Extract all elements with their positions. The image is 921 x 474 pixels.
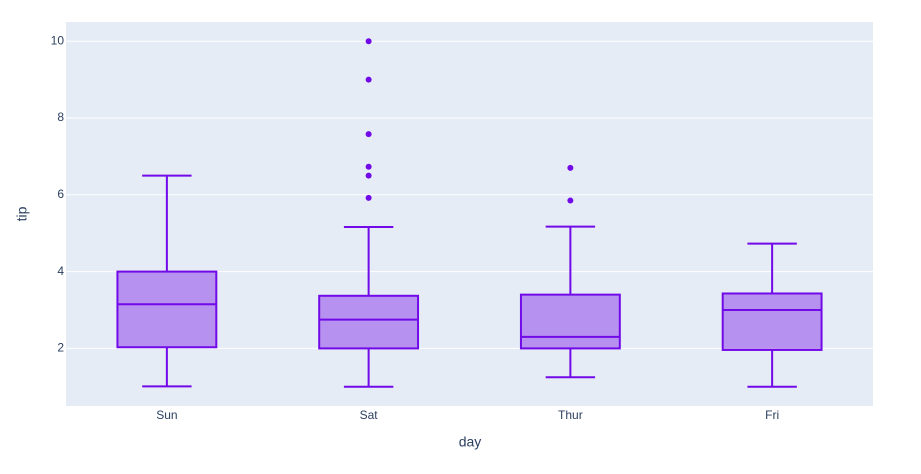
box: [116, 270, 218, 349]
x-tick-label: Fri: [765, 408, 779, 422]
y-tick-label: 10: [51, 33, 65, 47]
y-tick-label: 6: [57, 187, 64, 201]
box: [318, 294, 420, 350]
outlier: [365, 163, 372, 170]
box: [721, 292, 823, 351]
outlier: [567, 197, 574, 204]
y-tick-label: 8: [57, 110, 64, 124]
y-tick-label: 4: [57, 264, 64, 278]
plot-area: [66, 22, 873, 406]
x-tick-label: Sat: [360, 408, 379, 422]
outlier: [365, 38, 372, 45]
x-axis-title: day: [459, 434, 482, 450]
outlier: [365, 194, 372, 201]
outlier: [365, 131, 372, 138]
x-tick-label: Thur: [558, 408, 583, 422]
y-axis-title: tip: [14, 206, 30, 221]
box: [519, 293, 621, 350]
outlier: [365, 172, 372, 179]
y-tick-label: 2: [57, 341, 64, 355]
outlier: [365, 76, 372, 83]
outlier: [567, 164, 574, 171]
x-tick-label: Sun: [156, 408, 177, 422]
